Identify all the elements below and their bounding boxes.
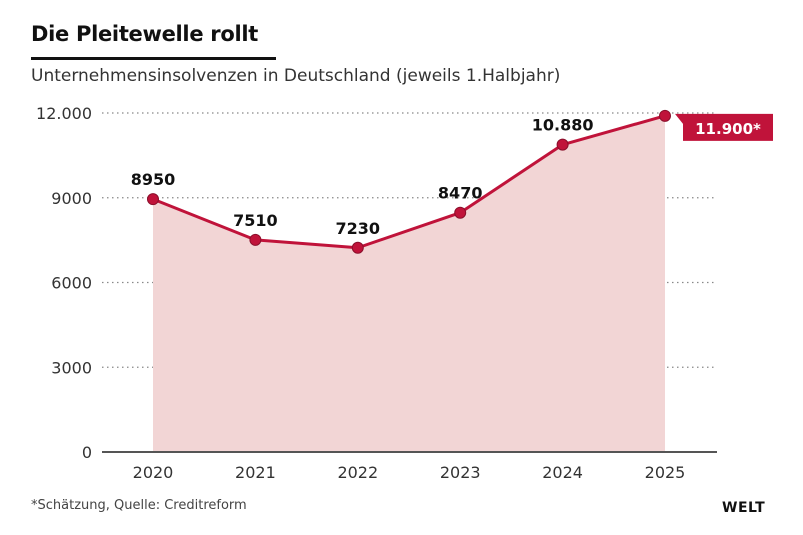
data-labels: 8950 7510 7230 8470 10.880 11.900* xyxy=(131,113,773,238)
y-tick-label: 9000 xyxy=(51,189,92,208)
data-label: 8950 xyxy=(131,170,176,189)
chart-title: Die Pleitewelle rollt xyxy=(31,22,259,46)
x-tick-label: 2023 xyxy=(440,463,481,482)
x-tick-labels: 2020 2021 2022 2023 2024 2025 xyxy=(133,463,686,482)
area-fill-group xyxy=(153,115,665,452)
data-label: 8470 xyxy=(438,184,483,203)
data-point xyxy=(147,193,159,206)
y-tick-label: 0 xyxy=(82,443,92,462)
y-tick-label: 12.000 xyxy=(36,104,92,123)
welt-logo: WELT xyxy=(722,500,766,516)
data-point xyxy=(454,206,467,219)
x-tick-label: 2020 xyxy=(133,463,174,482)
data-point xyxy=(249,233,262,246)
data-label: 7230 xyxy=(336,219,381,238)
data-point xyxy=(556,138,569,151)
x-tick-label: 2025 xyxy=(645,463,686,482)
data-point xyxy=(659,109,671,122)
y-tick-label: 3000 xyxy=(51,358,92,377)
data-point xyxy=(351,241,364,254)
data-label: 10.880 xyxy=(532,116,594,135)
chart-subtitle: Unternehmensinsolvenzen in Deutschland (… xyxy=(31,66,561,86)
source-footnote: *Schätzung, Quelle: Creditreform xyxy=(31,498,247,513)
series-line xyxy=(152,114,666,250)
title-underline xyxy=(31,57,276,60)
y-tick-labels: 0 3000 6000 9000 12.000 xyxy=(36,104,92,462)
x-tick-label: 2024 xyxy=(542,463,583,482)
data-label: 7510 xyxy=(233,211,278,230)
series-line-group xyxy=(147,109,671,254)
x-tick-label: 2021 xyxy=(235,463,276,482)
y-tick-label: 6000 xyxy=(51,274,92,293)
x-tick-label: 2022 xyxy=(337,463,378,482)
data-label: 11.900* xyxy=(695,120,761,138)
highlight-label-box xyxy=(675,113,773,141)
area-fill xyxy=(153,115,665,452)
